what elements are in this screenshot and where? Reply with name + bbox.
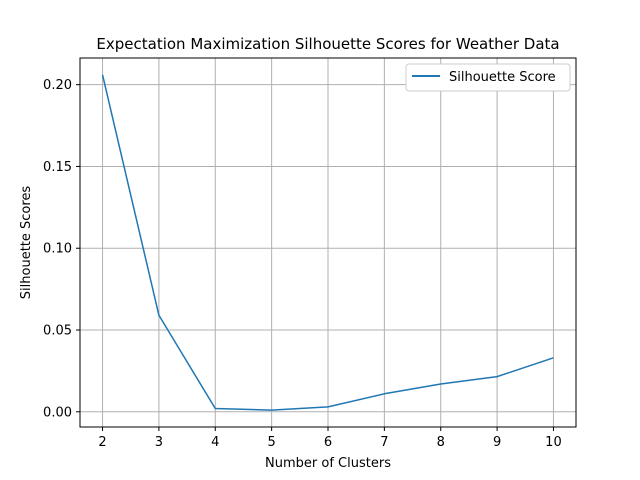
series-line-silhouette-score: [101, 74, 554, 411]
legend-box: [405, 63, 571, 92]
x-tick-label: 5: [267, 435, 275, 450]
chart-title: Expectation Maximization Silhouette Scor…: [96, 35, 559, 53]
y-tick-label: 0.10: [43, 242, 72, 257]
x-tick-label: 9: [493, 435, 501, 450]
x-tick-label: 4: [211, 435, 219, 450]
x-tick-label: 8: [437, 435, 445, 450]
legend-label-silhouette-score: Silhouette Score: [449, 70, 556, 85]
y-tick-label: 0.05: [43, 324, 72, 339]
x-axis-ticks: 2 3 4 5 6 7 8 9 10: [98, 427, 562, 450]
y-tick-label: 0.00: [43, 405, 72, 420]
x-tick-label: 7: [380, 435, 388, 450]
x-tick-label: 2: [98, 435, 106, 450]
y-axis-ticks: 0.00 0.05 0.10 0.15 0.20: [43, 78, 80, 420]
grid: [80, 58, 576, 427]
y-tick-label: 0.15: [43, 160, 72, 175]
y-tick-label: 0.20: [43, 78, 72, 93]
series-layer: [101, 74, 554, 411]
legend: Silhouette Score: [405, 63, 571, 92]
x-tick-label: 10: [545, 435, 562, 450]
x-axis-label: Number of Clusters: [265, 456, 391, 471]
x-tick-label: 6: [324, 435, 332, 450]
x-tick-label: 3: [155, 435, 163, 450]
y-axis-label: Silhouette Scores: [19, 186, 34, 300]
